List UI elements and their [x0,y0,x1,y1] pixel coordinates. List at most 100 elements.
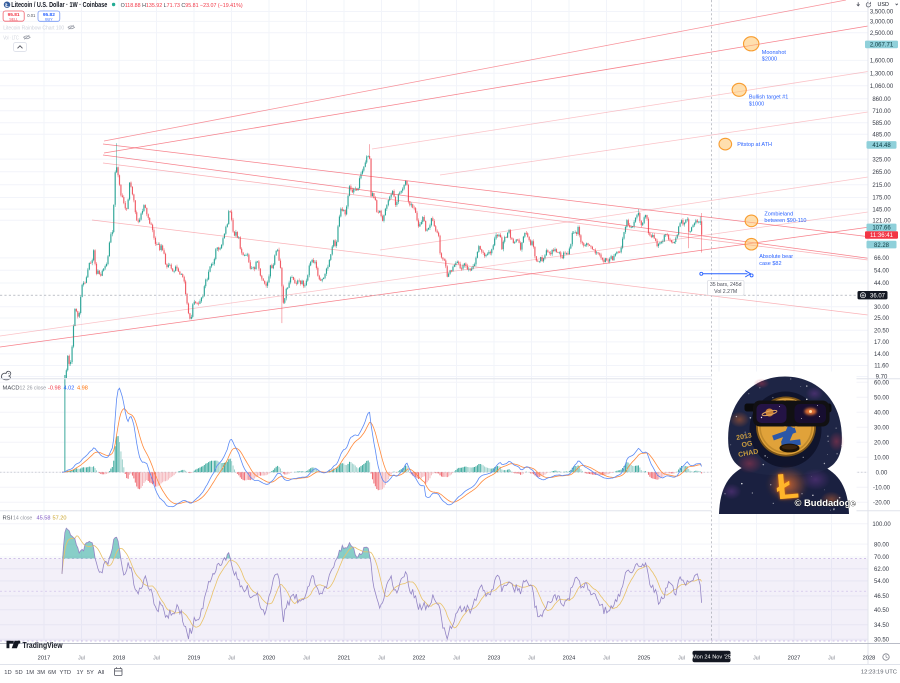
svg-text:case $82: case $82 [759,261,781,267]
svg-text:Vol · LTC: Vol · LTC [3,35,19,41]
svg-text:2028: 2028 [863,656,876,662]
svg-text:70.00: 70.00 [874,555,890,561]
svg-text:4.98: 4.98 [77,385,88,391]
svg-text:2024: 2024 [563,656,576,662]
svg-text:$1000: $1000 [749,102,764,108]
svg-text:40.00: 40.00 [874,410,890,416]
svg-text:Jul: Jul [378,656,385,662]
svg-text:O118.88 H135.92 L71.73 C95.81: O118.88 H135.92 L71.73 C95.81 −23.07 (−1… [121,3,243,9]
svg-text:5Y: 5Y [87,670,94,676]
svg-text:Ł: Ł [775,465,800,508]
svg-text:80.00: 80.00 [874,542,890,548]
svg-text:44.00: 44.00 [874,281,890,287]
svg-text:0.01: 0.01 [27,13,36,18]
svg-text:107.66: 107.66 [872,226,891,232]
svg-text:Absolute bear: Absolute bear [759,254,793,260]
svg-text:2027: 2027 [788,656,801,662]
svg-text:2021: 2021 [338,656,351,662]
svg-text:45.58: 45.58 [37,515,51,521]
svg-text:Jul: Jul [528,656,535,662]
svg-text:325.00: 325.00 [872,157,891,163]
svg-text:485.00: 485.00 [872,133,891,139]
svg-text:62.00: 62.00 [874,567,890,573]
svg-text:1Y: 1Y [76,670,83,676]
svg-text:All: All [98,670,104,676]
svg-text:3,500.00: 3,500.00 [870,10,894,16]
svg-text:46.50: 46.50 [874,594,890,600]
svg-text:1M: 1M [26,670,34,676]
svg-text:Mon 24 Nov '25: Mon 24 Nov '25 [692,654,731,660]
svg-text:2013: 2013 [736,432,753,442]
svg-text:SELL: SELL [9,17,18,21]
svg-text:20.50: 20.50 [874,329,890,335]
svg-text:0.00: 0.00 [876,470,888,476]
svg-text:710.00: 710.00 [872,109,891,115]
svg-text:Jul: Jul [78,656,85,662]
svg-text:95.81: 95.81 [8,12,20,18]
svg-text:2018: 2018 [113,656,126,662]
svg-text:414.48: 414.48 [872,143,891,149]
svg-text:-20.00: -20.00 [873,500,891,506]
svg-text:2,067.71: 2,067.71 [870,43,894,49]
svg-text:175.00: 175.00 [872,196,891,202]
svg-text:Ł: Ł [5,3,9,9]
svg-text:30.50: 30.50 [874,638,890,644]
svg-text:Jul: Jul [828,656,835,662]
svg-text:50.00: 50.00 [874,395,890,401]
svg-text:12:23:19 UTC: 12:23:19 UTC [861,670,897,676]
svg-text:2017: 2017 [38,656,51,662]
svg-text:Jul: Jul [753,656,760,662]
svg-text:14 close: 14 close [13,515,32,521]
svg-text:9.70: 9.70 [876,375,888,381]
svg-text:2025: 2025 [638,656,651,662]
svg-text:3,000.00: 3,000.00 [870,20,894,26]
svg-text:11.60: 11.60 [874,364,889,370]
svg-text:CHAD: CHAD [738,448,759,458]
svg-text:1,060.00: 1,060.00 [870,84,894,90]
svg-text:34.50: 34.50 [874,623,890,629]
svg-text:between $90-110: between $90-110 [764,218,806,224]
svg-text:1D: 1D [4,670,11,676]
svg-text:60.00: 60.00 [874,380,890,386]
svg-text:© Buddadoge: © Buddadoge [795,497,856,508]
svg-text:20.00: 20.00 [874,440,890,446]
svg-text:Jul: Jul [228,656,235,662]
svg-text:Jul: Jul [303,656,310,662]
svg-text:57.20: 57.20 [53,515,67,521]
svg-text:2,500.00: 2,500.00 [870,31,894,37]
svg-text:Zombieland: Zombieland [764,211,793,217]
svg-text:USD: USD [878,2,889,8]
svg-text:585.00: 585.00 [872,121,891,127]
svg-text:2022: 2022 [413,656,426,662]
svg-text:95.82: 95.82 [43,12,55,18]
svg-text:Pitstop at ATH: Pitstop at ATH [737,142,772,148]
svg-text:YTD: YTD [59,670,71,676]
svg-text:54.00: 54.00 [874,269,890,275]
svg-text:-0.98: -0.98 [48,385,61,391]
svg-text:860.00: 860.00 [872,97,891,103]
svg-text:RSI: RSI [3,515,13,521]
svg-text:14.00: 14.00 [874,352,890,358]
svg-text:Jul: Jul [603,656,610,662]
svg-text:Jul: Jul [678,656,685,662]
svg-text:10.00: 10.00 [874,455,890,461]
svg-text:82.28: 82.28 [874,243,890,249]
svg-text:-10.00: -10.00 [873,485,891,491]
svg-text:4.02: 4.02 [64,385,75,391]
svg-text:40.50: 40.50 [874,608,890,614]
svg-text:35 bars, 245d: 35 bars, 245d [710,282,742,288]
svg-text:100.00: 100.00 [872,522,891,528]
svg-text:Moonshot: Moonshot [762,50,787,56]
svg-text:MACD: MACD [3,385,20,391]
svg-text:Jul: Jul [153,656,160,662]
svg-text:1,300.00: 1,300.00 [870,71,894,77]
svg-text:3M: 3M [37,670,45,676]
svg-text:Bullish target #1: Bullish target #1 [749,95,788,101]
svg-text:30.00: 30.00 [874,305,890,311]
svg-text:2019: 2019 [188,656,201,662]
svg-text:2023: 2023 [488,656,501,662]
svg-text:TradingView: TradingView [23,641,64,650]
svg-text:$2000: $2000 [762,57,777,63]
svg-text:121.00: 121.00 [872,219,891,225]
svg-text:215.00: 215.00 [872,183,891,189]
